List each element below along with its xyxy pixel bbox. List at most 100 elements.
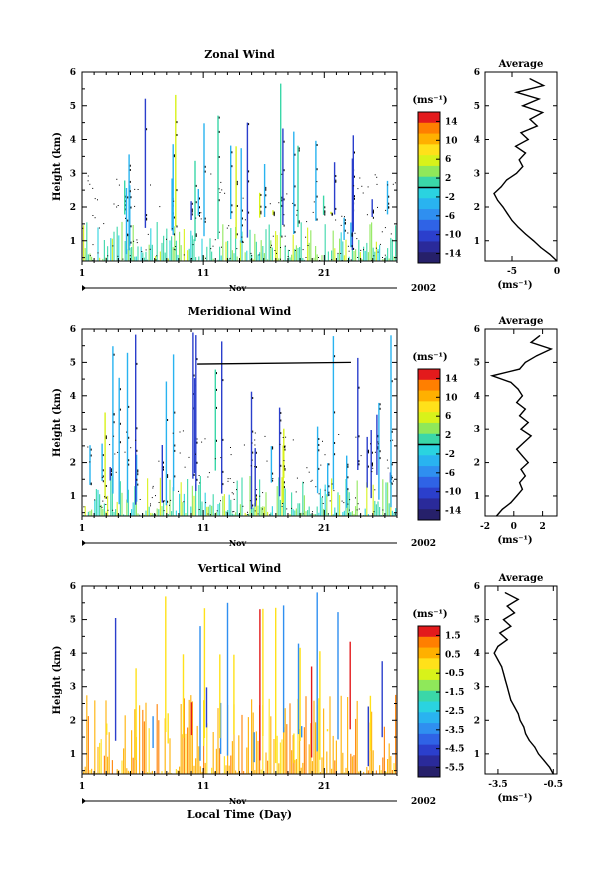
- data-column: [217, 504, 219, 516]
- data-column: [131, 247, 133, 261]
- data-dot: [374, 174, 376, 176]
- data-dot: [224, 192, 226, 194]
- data-dot: [379, 450, 381, 453]
- average-title: Average: [498, 573, 544, 584]
- data-dot: [272, 479, 274, 482]
- data-column: [355, 506, 357, 516]
- average-y-tick-label: 4: [474, 392, 480, 402]
- data-column: [291, 492, 293, 516]
- data-dot: [311, 479, 313, 481]
- data-streak: [235, 146, 237, 239]
- data-dot: [231, 492, 233, 494]
- colorbar-tick-label: -2.5: [445, 707, 464, 717]
- data-column: [171, 236, 173, 261]
- data-column: [300, 222, 302, 261]
- colorbar-band: [418, 401, 440, 413]
- average-point: [517, 713, 519, 715]
- data-column: [339, 495, 341, 516]
- data-dot: [183, 254, 185, 256]
- data-dot: [219, 192, 221, 193]
- average-point: [513, 612, 516, 614]
- data-dot: [291, 507, 293, 509]
- data-dot: [125, 217, 126, 219]
- data-dot: [104, 496, 106, 498]
- data-dot: [133, 240, 135, 242]
- data-dot: [280, 247, 281, 248]
- data-dot: [361, 185, 363, 187]
- data-dot: [169, 504, 170, 506]
- data-column: [147, 772, 149, 774]
- colorbar-tick-label: -3.5: [445, 726, 464, 736]
- data-column: [164, 718, 166, 774]
- average-point: [527, 421, 529, 424]
- data-column: [148, 506, 150, 516]
- data-dot: [379, 457, 381, 460]
- y-tick-label: 3: [70, 169, 76, 179]
- data-column: [283, 727, 285, 774]
- data-column: [318, 512, 320, 516]
- data-dot: [356, 238, 358, 240]
- data-column: [92, 259, 94, 261]
- average-point: [536, 355, 538, 357]
- data-column: [115, 509, 117, 516]
- data-column: [247, 513, 249, 516]
- data-streak: [89, 445, 91, 485]
- data-dot: [150, 184, 151, 186]
- data-streak: [330, 211, 332, 215]
- data-dot: [174, 444, 176, 447]
- data-dot: [124, 451, 126, 453]
- data-streak: [195, 335, 197, 491]
- data-dot: [174, 411, 176, 414]
- data-column: [295, 508, 297, 516]
- data-dot: [353, 185, 355, 187]
- data-dot: [171, 228, 173, 230]
- colorbar-band: [418, 412, 440, 424]
- data-dot: [110, 470, 112, 473]
- data-column: [307, 510, 309, 516]
- average-point: [517, 226, 519, 228]
- average-y-tick-label: 3: [474, 683, 480, 693]
- data-dot: [313, 201, 315, 203]
- data-column: [164, 252, 166, 261]
- y-axis-label: Height (km): [52, 646, 63, 715]
- x-axis-label: Local Time (Day): [187, 808, 292, 821]
- average-y-tick-label: 2: [474, 459, 480, 469]
- data-column: [323, 508, 325, 516]
- average-point: [527, 138, 529, 141]
- data-column: [276, 235, 278, 261]
- data-column: [292, 509, 294, 516]
- data-column: [327, 251, 329, 261]
- data-column: [139, 514, 141, 516]
- data-dot: [116, 206, 118, 208]
- data-dot: [358, 463, 360, 466]
- data-dot: [198, 475, 200, 476]
- data-dot: [110, 473, 112, 476]
- average-point: [539, 335, 541, 337]
- data-dot: [119, 388, 121, 391]
- colorbar-band: [418, 690, 440, 702]
- data-dot: [236, 205, 238, 207]
- data-column: [238, 514, 240, 516]
- data-dot: [377, 434, 379, 437]
- data-column: [294, 760, 296, 774]
- data-column: [383, 726, 385, 774]
- data-dot: [367, 186, 369, 188]
- data-dot: [212, 245, 214, 247]
- data-column: [241, 714, 243, 774]
- data-dot: [351, 234, 353, 237]
- data-column: [132, 757, 134, 774]
- data-dot: [340, 253, 342, 254]
- data-streak: [125, 188, 128, 255]
- data-column: [366, 482, 368, 516]
- data-dot: [388, 206, 390, 209]
- data-column: [302, 762, 304, 774]
- data-column: [100, 504, 102, 516]
- plot-frame: [81, 328, 398, 517]
- data-column: [97, 227, 99, 261]
- data-column: [262, 506, 264, 516]
- data-dot: [284, 245, 286, 247]
- data-column: [107, 756, 109, 774]
- data-column: [347, 697, 349, 774]
- colorbar-band: [418, 658, 440, 670]
